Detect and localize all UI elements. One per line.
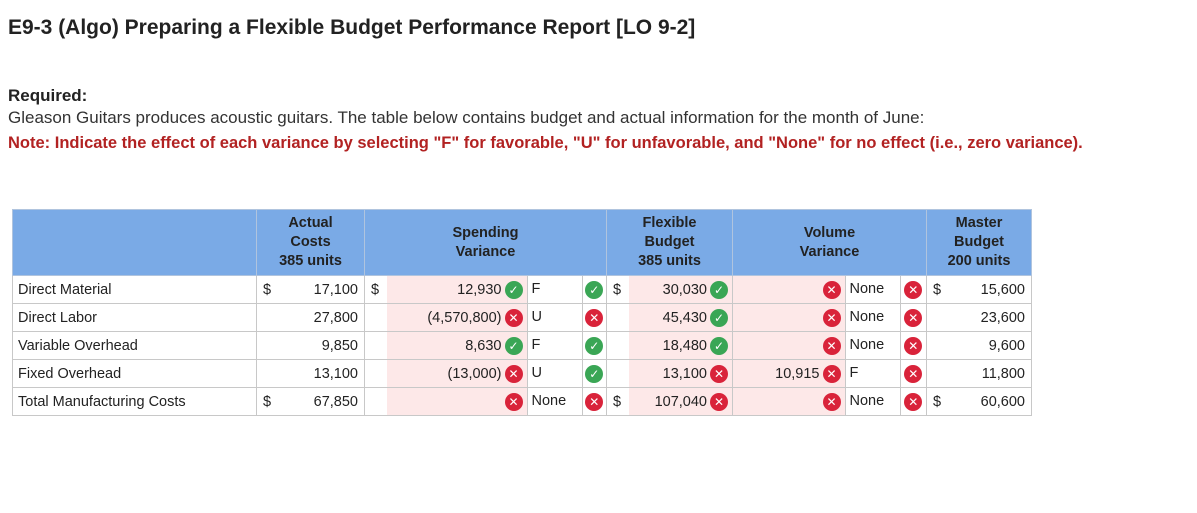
- cross-icon: ✕: [710, 392, 728, 411]
- header-actual: Actual Costs 385 units: [256, 209, 365, 276]
- check-icon: ✓: [710, 336, 728, 355]
- cross-icon: ✕: [904, 280, 923, 299]
- master-budget-value: 9,600: [948, 331, 1032, 360]
- volume-variance-input[interactable]: 10,915: [775, 365, 820, 382]
- note-text: Note: Indicate the effect of each varian…: [8, 134, 1083, 152]
- spending-effect-select[interactable]: None: [526, 388, 583, 415]
- volume-effect-select[interactable]: None: [844, 276, 901, 303]
- volume-effect-select[interactable]: None: [844, 304, 901, 331]
- cross-icon: ✕: [822, 364, 841, 383]
- row-label: Fixed Overhead: [12, 359, 257, 388]
- spending-variance-input[interactable]: 12,930: [457, 281, 502, 298]
- currency-symbol: $: [933, 281, 942, 298]
- performance-report-table: Actual Costs 385 units Spending Variance Fl…: [12, 209, 1032, 416]
- volume-effect-select[interactable]: None: [844, 388, 901, 415]
- cross-icon: ✕: [822, 280, 841, 299]
- page-title: E9-3 (Algo) Preparing a Flexible Budget …: [8, 16, 696, 39]
- cross-icon: ✕: [585, 392, 604, 411]
- currency-symbol: $: [613, 281, 622, 298]
- actual-cost-value: 17,100: [278, 275, 365, 304]
- actual-cost-value: 13,100: [278, 359, 365, 388]
- check-icon: ✓: [710, 308, 728, 327]
- master-budget-value: 23,600: [948, 303, 1032, 332]
- master-budget-value: 60,600: [948, 387, 1032, 416]
- cross-icon: ✕: [585, 308, 604, 327]
- table-row: Direct Material $17,100 $12,930 ✓ F ✓ $30,030 ✓…: [12, 275, 1032, 304]
- check-icon: ✓: [585, 364, 604, 383]
- actual-cost-value: 67,850: [278, 387, 365, 416]
- header-blank: [12, 209, 257, 276]
- header-master: Master Budget 200 units: [926, 209, 1032, 276]
- header-volume: Volume Variance: [732, 209, 927, 276]
- check-icon: ✓: [585, 280, 604, 299]
- spending-variance-input[interactable]: 8,630: [465, 337, 502, 354]
- row-label: Total Manufacturing Costs: [12, 387, 257, 416]
- cross-icon: ✕: [822, 308, 841, 327]
- row-label: Variable Overhead: [12, 331, 257, 360]
- cross-icon: ✕: [504, 364, 523, 383]
- spending-effect-select[interactable]: U: [526, 360, 583, 387]
- cross-icon: ✕: [904, 364, 923, 383]
- cross-icon: ✕: [904, 308, 923, 327]
- master-budget-value: 15,600: [948, 275, 1032, 304]
- flexible-budget-input[interactable]: 18,480: [662, 337, 707, 354]
- cross-icon: ✕: [504, 392, 523, 411]
- check-icon: ✓: [504, 280, 523, 299]
- table-row: Direct Labor 27,800 (4,570,800) ✕ U ✕ 45,430 ✓ ✕…: [12, 303, 1032, 332]
- flexible-budget-input[interactable]: 45,430: [662, 309, 707, 326]
- currency-symbol: $: [613, 393, 622, 410]
- header-spending: Spending Variance: [364, 209, 607, 276]
- row-label: Direct Material: [12, 275, 257, 304]
- spending-variance-input[interactable]: (4,570,800): [427, 309, 502, 326]
- cross-icon: ✕: [904, 336, 923, 355]
- flexible-budget-input[interactable]: 30,030: [662, 281, 707, 298]
- flexible-budget-input[interactable]: 13,100: [662, 365, 707, 382]
- spending-effect-select[interactable]: F: [526, 332, 583, 359]
- check-icon: ✓: [504, 336, 523, 355]
- table-row: Variable Overhead 9,850 8,630 ✓ F ✓ 18,480 ✓ ✕ No…: [12, 331, 1032, 360]
- check-icon: ✓: [710, 280, 728, 299]
- cross-icon: ✕: [504, 308, 523, 327]
- table-row: Total Manufacturing Costs $67,850 ✕ None ✕ $1…: [12, 387, 1032, 416]
- flexible-budget-input[interactable]: 107,040: [654, 393, 707, 410]
- spending-effect-select[interactable]: U: [526, 304, 583, 331]
- volume-effect-select[interactable]: F: [844, 360, 901, 387]
- required-label: Required:: [8, 86, 88, 105]
- cross-icon: ✕: [822, 392, 841, 411]
- volume-effect-select[interactable]: None: [844, 332, 901, 359]
- currency-symbol: $: [371, 281, 380, 298]
- required-text: Gleason Guitars produces acoustic guitar…: [8, 108, 925, 127]
- spending-effect-select[interactable]: F: [526, 276, 583, 303]
- cross-icon: ✕: [710, 364, 728, 383]
- currency-symbol: $: [263, 281, 272, 298]
- master-budget-value: 11,800: [948, 359, 1032, 388]
- header-flexible: Flexible Budget 385 units: [606, 209, 733, 276]
- currency-symbol: $: [933, 393, 942, 410]
- cross-icon: ✕: [904, 392, 923, 411]
- row-label: Direct Labor: [12, 303, 257, 332]
- check-icon: ✓: [585, 336, 604, 355]
- actual-cost-value: 9,850: [278, 331, 365, 360]
- actual-cost-value: 27,800: [278, 303, 365, 332]
- currency-symbol: $: [263, 393, 272, 410]
- cross-icon: ✕: [822, 336, 841, 355]
- spending-variance-input[interactable]: (13,000): [447, 365, 502, 382]
- table-row: Fixed Overhead 13,100 (13,000) ✕ U ✓ 13,100 ✕ 10…: [12, 359, 1032, 388]
